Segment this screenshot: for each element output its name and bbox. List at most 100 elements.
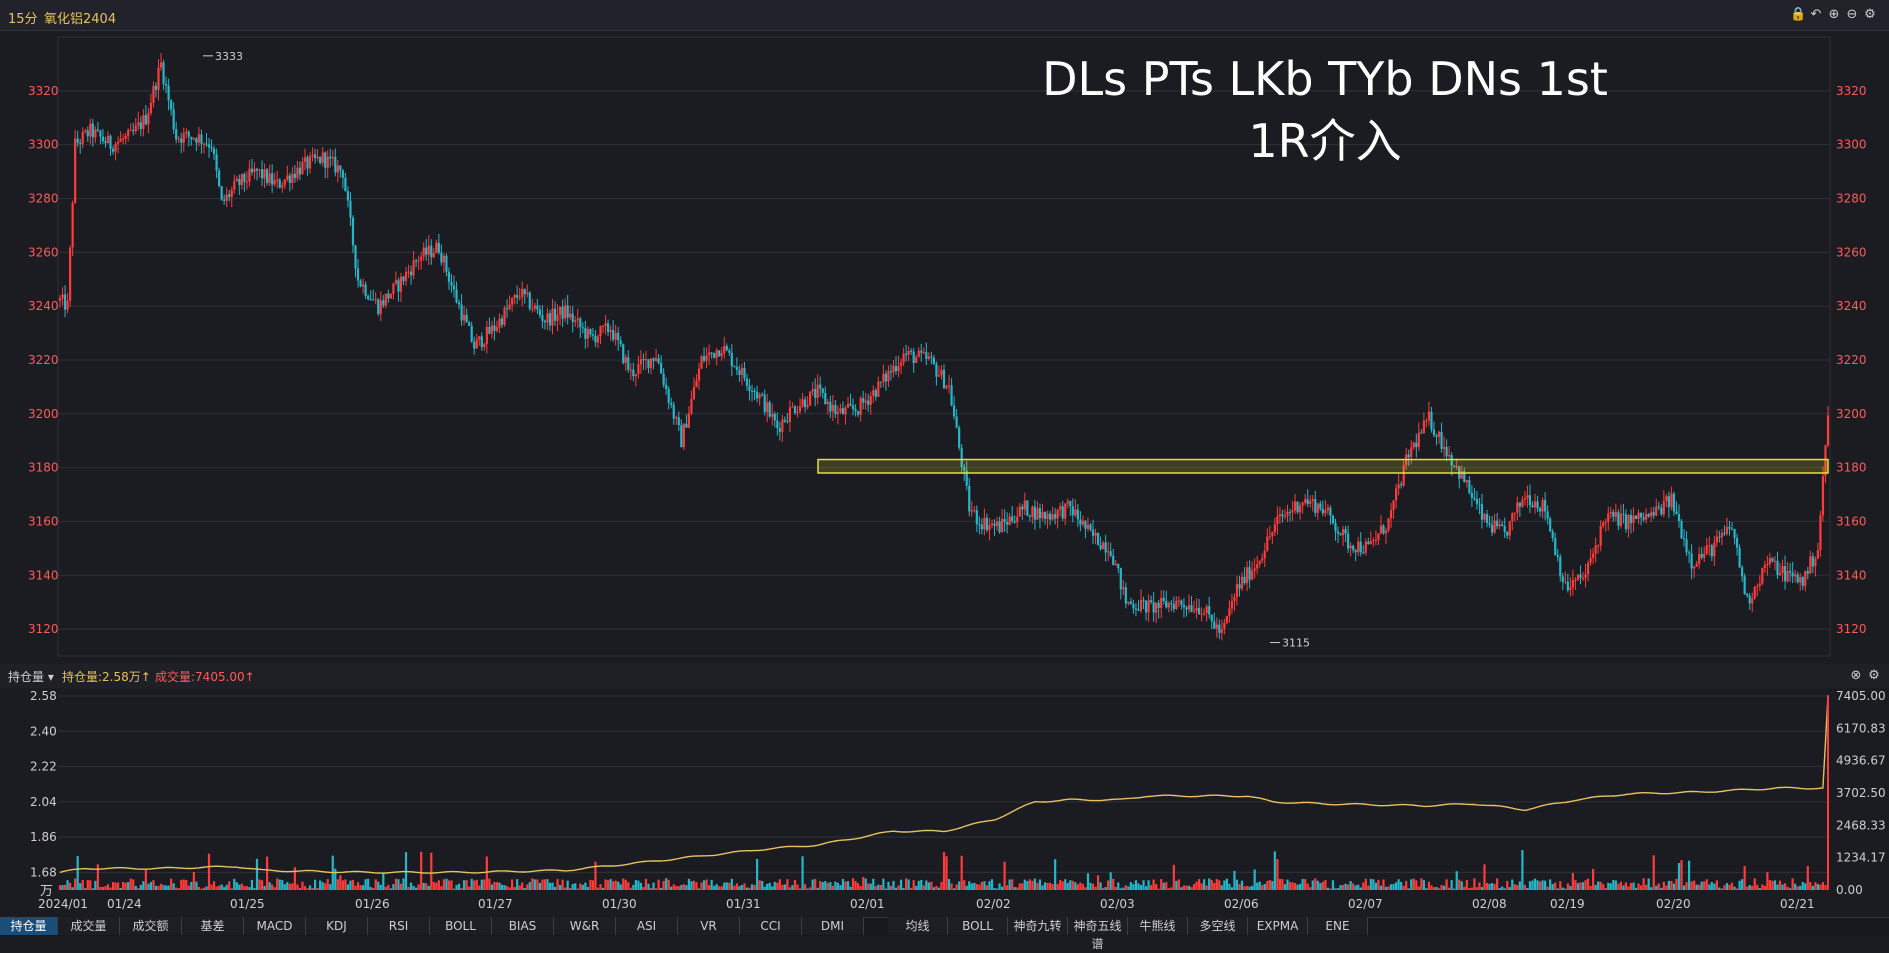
volume-bar <box>1288 881 1292 890</box>
volume-bar <box>791 885 794 890</box>
volume-bar <box>553 886 557 890</box>
candle-body <box>79 142 82 144</box>
overlay-tab-6[interactable]: EXPMA <box>1248 917 1308 935</box>
date-label: 01/27 <box>478 897 513 911</box>
candle-body <box>1299 505 1302 513</box>
volume-bar <box>223 887 226 890</box>
candle-body <box>129 130 132 132</box>
indicator-tab-7[interactable]: BOLL <box>430 917 492 935</box>
volume-bar <box>397 879 400 890</box>
indicator-tab-3[interactable]: 基差 <box>182 917 244 935</box>
candle-body <box>1483 513 1486 520</box>
candle-body <box>1336 531 1340 534</box>
candle-body <box>1076 509 1079 520</box>
gear-icon[interactable]: ⚙ <box>1868 668 1880 683</box>
price-tick-left: 3200 <box>28 407 59 421</box>
candle-body <box>932 357 935 364</box>
candle-body <box>465 314 468 323</box>
volume-bar <box>836 882 840 890</box>
volume-bar <box>874 886 877 890</box>
overlay-tab-3[interactable]: 神奇五线谱 <box>1068 917 1128 951</box>
volume-bar <box>157 885 160 890</box>
indicator-tab-13[interactable]: DMI <box>802 917 864 935</box>
volume-bar <box>1705 879 1708 890</box>
candle-body <box>1324 510 1327 514</box>
volume-bar <box>533 879 536 890</box>
volume-bar <box>1006 885 1009 890</box>
indicator-dropdown[interactable]: 持仓量 ▾ <box>8 670 54 684</box>
candle-body <box>1642 517 1645 520</box>
period-label[interactable]: 15分 <box>8 12 38 27</box>
indicator-tab-11[interactable]: VR <box>678 917 740 935</box>
candle-body <box>1074 509 1077 516</box>
volume-bar <box>1723 885 1726 890</box>
candle-body <box>316 156 319 159</box>
indicator-tab-10[interactable]: ASI <box>616 917 678 935</box>
oi-legend: 持仓量:2.58万↑ <box>62 670 151 684</box>
overlay-tab-1[interactable]: BOLL <box>948 917 1008 935</box>
undo-icon[interactable]: ↶ <box>1810 7 1822 22</box>
volume-bar <box>361 885 365 890</box>
candle-body <box>1672 493 1676 512</box>
volume-bar <box>316 887 319 890</box>
candle-body <box>475 339 478 349</box>
volume-bar <box>1483 864 1486 890</box>
indicator-tab-8[interactable]: BIAS <box>492 917 554 935</box>
indicator-tab-1[interactable]: 成交量 <box>58 917 120 935</box>
overlay-tab-0[interactable]: 均线 <box>888 917 948 935</box>
candle-body <box>493 325 496 331</box>
volume-bar <box>963 880 966 890</box>
candle-body <box>1139 599 1143 611</box>
volume-bar <box>268 882 271 890</box>
volume-bar <box>1043 882 1047 890</box>
zoom-out-icon[interactable]: ⊖ <box>1846 7 1858 22</box>
indicator-tab-5[interactable]: KDJ <box>306 917 368 935</box>
zoom-in-icon[interactable]: ⊕ <box>1828 7 1840 22</box>
candle-body <box>1612 512 1615 517</box>
price-tick-right: 3220 <box>1836 353 1867 367</box>
price-tick-right: 3160 <box>1836 514 1867 528</box>
volume-bar <box>440 886 443 890</box>
candle-body <box>1003 519 1006 523</box>
volume-bar <box>1460 881 1463 890</box>
candle-body <box>409 271 413 276</box>
volume-bar <box>81 880 84 890</box>
candle-body <box>753 390 756 392</box>
indicator-tab-6[interactable]: RSI <box>368 917 430 935</box>
volume-bar <box>455 885 458 890</box>
candle-body <box>1344 529 1347 534</box>
candle-body <box>629 369 632 371</box>
volume-bar <box>826 882 829 890</box>
candle-body <box>243 173 246 182</box>
candle-body <box>814 389 817 398</box>
extreme-labels: 3333 3115 <box>203 50 1310 650</box>
gear-icon[interactable]: ⚙ <box>1864 7 1876 22</box>
candle-body <box>617 332 620 341</box>
volume-bar <box>702 880 706 890</box>
volume-bar <box>1251 885 1254 890</box>
indicator-tab-9[interactable]: W&R <box>554 917 616 935</box>
indicator-tab-4[interactable]: MACD <box>244 917 306 935</box>
overlay-tab-2[interactable]: 神奇九转 <box>1008 917 1068 935</box>
lock-icon[interactable]: 🔒 <box>1790 7 1807 22</box>
overlay-tab-7[interactable]: ENE <box>1308 917 1368 935</box>
candle-body <box>1766 563 1769 565</box>
candle-body <box>1031 506 1034 517</box>
indicator-tab-12[interactable]: CCI <box>740 917 802 935</box>
volume-bar <box>1084 887 1087 890</box>
symbol-label: 氧化铝2404 <box>44 12 117 27</box>
indicator-tab-0[interactable]: 持仓量 <box>0 917 58 935</box>
volume-bar <box>96 864 99 890</box>
candle-body <box>319 156 322 163</box>
indicator-tab-2[interactable]: 成交额 <box>120 917 182 935</box>
volume-bar <box>94 880 97 890</box>
candle-body <box>1061 506 1064 519</box>
volume-bar <box>129 878 132 890</box>
overlay-tab-4[interactable]: 牛熊线 <box>1128 917 1188 935</box>
volume-bar <box>1710 882 1713 890</box>
close-icon[interactable]: ⊗ <box>1850 668 1862 683</box>
candle-body <box>1450 455 1453 466</box>
overlay-tab-5[interactable]: 多空线 <box>1188 917 1248 935</box>
candle-body <box>1592 553 1595 558</box>
